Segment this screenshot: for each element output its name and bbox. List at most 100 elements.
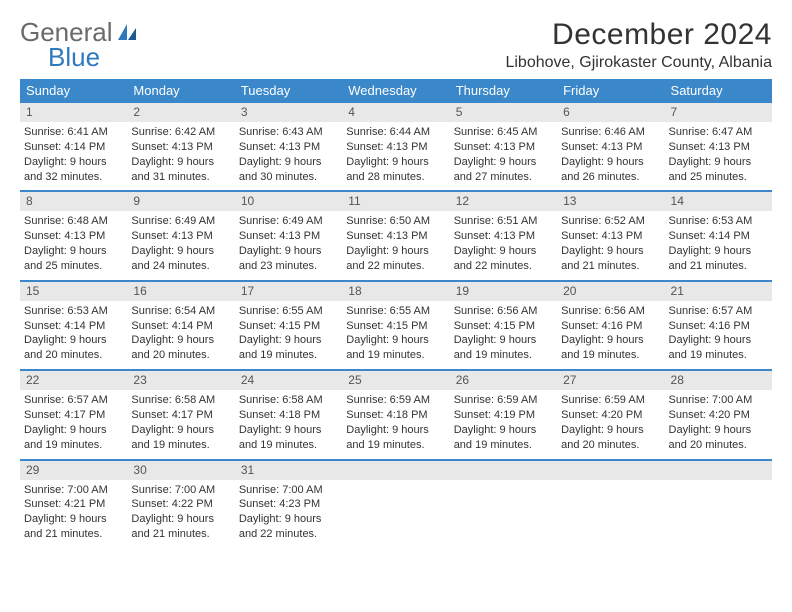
sunrise-line: Sunrise: 6:55 AM	[346, 304, 445, 319]
sunset-line: Sunset: 4:13 PM	[669, 140, 768, 155]
day-number: 16	[127, 282, 234, 301]
sunset-line: Sunset: 4:13 PM	[454, 140, 553, 155]
daylight-line: Daylight: 9 hours and 22 minutes.	[239, 512, 338, 542]
sunset-line: Sunset: 4:13 PM	[561, 229, 660, 244]
day-number	[557, 461, 664, 480]
sunset-line: Sunset: 4:20 PM	[561, 408, 660, 423]
day-number: 27	[557, 371, 664, 390]
day-cell: 12Sunrise: 6:51 AMSunset: 4:13 PMDayligh…	[450, 192, 557, 279]
sunset-line: Sunset: 4:13 PM	[24, 229, 123, 244]
calendar-grid: SundayMondayTuesdayWednesdayThursdayFrid…	[20, 79, 772, 548]
week-row: 8Sunrise: 6:48 AMSunset: 4:13 PMDaylight…	[20, 192, 772, 281]
day-number: 10	[235, 192, 342, 211]
sunrise-line: Sunrise: 6:44 AM	[346, 125, 445, 140]
sunrise-line: Sunrise: 6:49 AM	[239, 214, 338, 229]
day-number	[342, 461, 449, 480]
sunrise-line: Sunrise: 7:00 AM	[131, 483, 230, 498]
week-row: 15Sunrise: 6:53 AMSunset: 4:14 PMDayligh…	[20, 282, 772, 371]
day-number	[450, 461, 557, 480]
sunset-line: Sunset: 4:17 PM	[24, 408, 123, 423]
sunrise-line: Sunrise: 6:57 AM	[669, 304, 768, 319]
daylight-line: Daylight: 9 hours and 19 minutes.	[454, 423, 553, 453]
sunset-line: Sunset: 4:13 PM	[131, 229, 230, 244]
day-number: 13	[557, 192, 664, 211]
sunset-line: Sunset: 4:18 PM	[239, 408, 338, 423]
day-cell: 7Sunrise: 6:47 AMSunset: 4:13 PMDaylight…	[665, 103, 772, 190]
sunset-line: Sunset: 4:18 PM	[346, 408, 445, 423]
day-cell: 13Sunrise: 6:52 AMSunset: 4:13 PMDayligh…	[557, 192, 664, 279]
day-cell: 6Sunrise: 6:46 AMSunset: 4:13 PMDaylight…	[557, 103, 664, 190]
weekday-header-row: SundayMondayTuesdayWednesdayThursdayFrid…	[20, 79, 772, 103]
day-cell: 1Sunrise: 6:41 AMSunset: 4:14 PMDaylight…	[20, 103, 127, 190]
daylight-line: Daylight: 9 hours and 26 minutes.	[561, 155, 660, 185]
weekday-header: Wednesday	[342, 79, 449, 103]
day-number: 23	[127, 371, 234, 390]
day-number: 28	[665, 371, 772, 390]
weeks-container: 1Sunrise: 6:41 AMSunset: 4:14 PMDaylight…	[20, 103, 772, 548]
weekday-header: Tuesday	[235, 79, 342, 103]
sunset-line: Sunset: 4:20 PM	[669, 408, 768, 423]
day-cell: 29Sunrise: 7:00 AMSunset: 4:21 PMDayligh…	[20, 461, 127, 548]
day-number: 29	[20, 461, 127, 480]
sunrise-line: Sunrise: 7:00 AM	[669, 393, 768, 408]
sunrise-line: Sunrise: 6:43 AM	[239, 125, 338, 140]
day-cell: 27Sunrise: 6:59 AMSunset: 4:20 PMDayligh…	[557, 371, 664, 458]
day-cell	[665, 461, 772, 548]
sunset-line: Sunset: 4:13 PM	[454, 229, 553, 244]
day-number: 25	[342, 371, 449, 390]
sunrise-line: Sunrise: 6:59 AM	[454, 393, 553, 408]
day-cell: 23Sunrise: 6:58 AMSunset: 4:17 PMDayligh…	[127, 371, 234, 458]
sunrise-line: Sunrise: 6:48 AM	[24, 214, 123, 229]
sunset-line: Sunset: 4:13 PM	[131, 140, 230, 155]
sunrise-line: Sunrise: 6:59 AM	[346, 393, 445, 408]
day-number: 11	[342, 192, 449, 211]
title-block: December 2024 Libohove, Gjirokaster Coun…	[505, 18, 772, 72]
sunset-line: Sunset: 4:13 PM	[561, 140, 660, 155]
location-line: Libohove, Gjirokaster County, Albania	[505, 54, 772, 72]
day-number: 17	[235, 282, 342, 301]
daylight-line: Daylight: 9 hours and 19 minutes.	[561, 333, 660, 363]
daylight-line: Daylight: 9 hours and 19 minutes.	[131, 423, 230, 453]
week-row: 1Sunrise: 6:41 AMSunset: 4:14 PMDaylight…	[20, 103, 772, 192]
daylight-line: Daylight: 9 hours and 32 minutes.	[24, 155, 123, 185]
sunrise-line: Sunrise: 6:50 AM	[346, 214, 445, 229]
daylight-line: Daylight: 9 hours and 20 minutes.	[131, 333, 230, 363]
day-cell: 17Sunrise: 6:55 AMSunset: 4:15 PMDayligh…	[235, 282, 342, 369]
daylight-line: Daylight: 9 hours and 28 minutes.	[346, 155, 445, 185]
sunset-line: Sunset: 4:23 PM	[239, 497, 338, 512]
sunrise-line: Sunrise: 6:57 AM	[24, 393, 123, 408]
day-cell: 16Sunrise: 6:54 AMSunset: 4:14 PMDayligh…	[127, 282, 234, 369]
day-number: 1	[20, 103, 127, 122]
sunrise-line: Sunrise: 6:45 AM	[454, 125, 553, 140]
sunset-line: Sunset: 4:16 PM	[561, 319, 660, 334]
sunrise-line: Sunrise: 6:41 AM	[24, 125, 123, 140]
sunrise-line: Sunrise: 6:51 AM	[454, 214, 553, 229]
day-number: 5	[450, 103, 557, 122]
day-cell	[342, 461, 449, 548]
sunset-line: Sunset: 4:14 PM	[131, 319, 230, 334]
daylight-line: Daylight: 9 hours and 20 minutes.	[24, 333, 123, 363]
day-cell: 15Sunrise: 6:53 AMSunset: 4:14 PMDayligh…	[20, 282, 127, 369]
sunset-line: Sunset: 4:15 PM	[239, 319, 338, 334]
daylight-line: Daylight: 9 hours and 31 minutes.	[131, 155, 230, 185]
sunrise-line: Sunrise: 6:56 AM	[561, 304, 660, 319]
day-number: 2	[127, 103, 234, 122]
sail-icon	[116, 20, 138, 46]
daylight-line: Daylight: 9 hours and 20 minutes.	[669, 423, 768, 453]
day-cell: 5Sunrise: 6:45 AMSunset: 4:13 PMDaylight…	[450, 103, 557, 190]
day-cell: 4Sunrise: 6:44 AMSunset: 4:13 PMDaylight…	[342, 103, 449, 190]
day-number: 15	[20, 282, 127, 301]
brand-word-2: Blue	[48, 42, 138, 73]
sunrise-line: Sunrise: 7:00 AM	[24, 483, 123, 498]
daylight-line: Daylight: 9 hours and 25 minutes.	[669, 155, 768, 185]
sunset-line: Sunset: 4:15 PM	[346, 319, 445, 334]
brand-logo: General Blue	[20, 18, 138, 73]
sunset-line: Sunset: 4:22 PM	[131, 497, 230, 512]
day-number: 31	[235, 461, 342, 480]
day-number: 30	[127, 461, 234, 480]
sunrise-line: Sunrise: 6:58 AM	[239, 393, 338, 408]
daylight-line: Daylight: 9 hours and 30 minutes.	[239, 155, 338, 185]
daylight-line: Daylight: 9 hours and 19 minutes.	[239, 423, 338, 453]
day-number	[665, 461, 772, 480]
sunset-line: Sunset: 4:17 PM	[131, 408, 230, 423]
